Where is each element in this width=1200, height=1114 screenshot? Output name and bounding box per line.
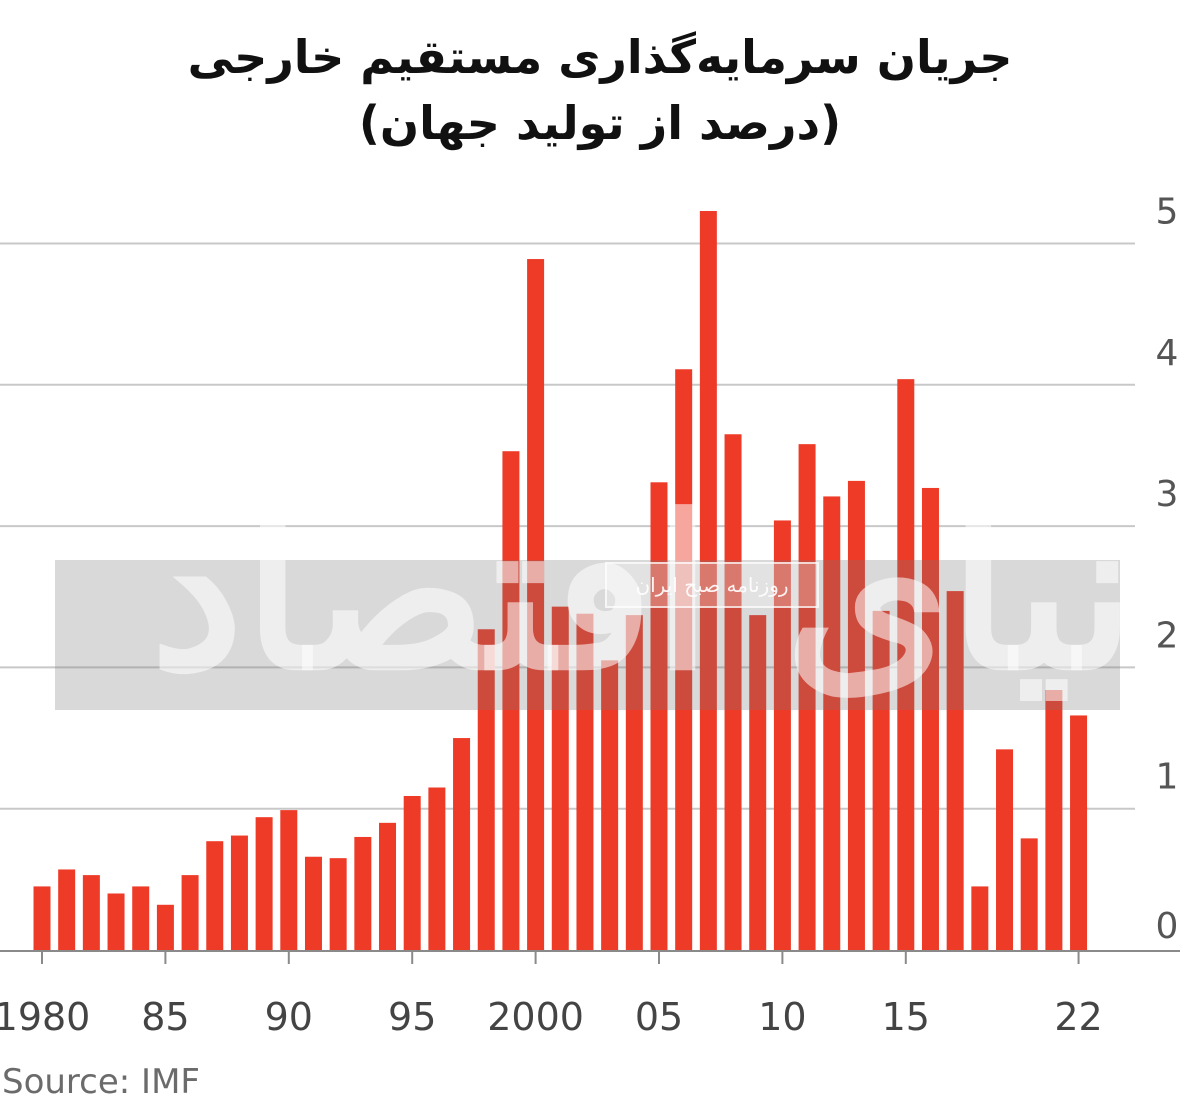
bar-2000 — [527, 259, 545, 951]
bar-1980 — [33, 886, 51, 950]
bar-2007 — [699, 211, 717, 951]
bar-1998 — [477, 629, 495, 950]
bar-2001 — [551, 606, 569, 950]
x-tick-label: 1980 — [0, 995, 90, 1039]
x-tick-label: 10 — [758, 995, 806, 1039]
x-tick-label: 15 — [882, 995, 930, 1039]
bar-2011 — [798, 444, 816, 950]
chart-subtitle: (درصد از تولید جهان) — [358, 96, 842, 150]
bar-1992 — [329, 858, 347, 950]
bar-1983 — [107, 893, 125, 950]
bar-1987 — [206, 841, 224, 950]
bar-1988 — [230, 835, 248, 950]
bar-1982 — [82, 875, 100, 950]
bar-1990 — [280, 810, 298, 950]
x-tick-label: 90 — [265, 995, 313, 1039]
bar-1997 — [453, 738, 471, 950]
x-tick-label: 95 — [388, 995, 436, 1039]
source-note: Source: IMF — [2, 1062, 200, 1102]
bar-2014 — [872, 610, 890, 950]
bar-2010 — [773, 520, 791, 950]
watermark-stamp: روزنامه صبح ایران — [605, 562, 819, 608]
y-tick-label: 2 — [1156, 615, 1179, 656]
bar-2004 — [625, 615, 643, 950]
x-axis-ticks: 1980 85 90 95 2000 05 10 15 22 — [0, 995, 1103, 1039]
bar-2022 — [1070, 715, 1088, 950]
bar-2015 — [897, 379, 915, 950]
bar-2020 — [1020, 838, 1038, 950]
bar-1984 — [132, 886, 150, 950]
bar-1995 — [403, 795, 421, 950]
bar-1989 — [255, 817, 273, 950]
bar-1999 — [502, 451, 520, 950]
chart-title: جریان سرمایه‌گذاری مستقیم خارجی — [187, 30, 1013, 84]
x-tick-label: 05 — [635, 995, 683, 1039]
bar-1985 — [156, 904, 174, 950]
bar-2012 — [823, 496, 841, 950]
bar-2013 — [847, 480, 865, 950]
bar-2017 — [946, 591, 964, 950]
y-tick-label: 4 — [1156, 333, 1179, 374]
bar-2016 — [921, 487, 939, 950]
bar-2018 — [971, 886, 989, 950]
bars — [33, 211, 1088, 951]
x-tick-label: 85 — [141, 995, 189, 1039]
x-tick-label: 22 — [1054, 995, 1102, 1039]
bar-2009 — [749, 615, 767, 950]
watermark-logo: دنیای اقتصاد — [150, 470, 1200, 717]
bar-2002 — [576, 613, 594, 950]
y-tick-label: 3 — [1156, 474, 1179, 515]
y-tick-label: 1 — [1156, 757, 1179, 798]
bar-1994 — [379, 822, 397, 950]
bar-1996 — [428, 787, 446, 950]
bar-1986 — [181, 875, 199, 950]
bar-2006 — [675, 369, 693, 951]
x-tick-label: 2000 — [487, 995, 584, 1039]
bar-2019 — [996, 749, 1014, 950]
watermark-band — [55, 560, 1120, 710]
x-axis — [0, 950, 1180, 964]
bar-2005 — [650, 482, 668, 950]
bar-1991 — [304, 856, 322, 950]
y-axis-ticks: 0 1 2 3 4 5 — [1156, 192, 1179, 948]
bar-2003 — [601, 660, 619, 950]
y-tick-label: 5 — [1156, 192, 1179, 233]
bar-1981 — [58, 869, 76, 950]
bar-1993 — [354, 836, 372, 950]
bar-2021 — [1045, 690, 1063, 950]
y-tick-label: 0 — [1156, 906, 1179, 947]
